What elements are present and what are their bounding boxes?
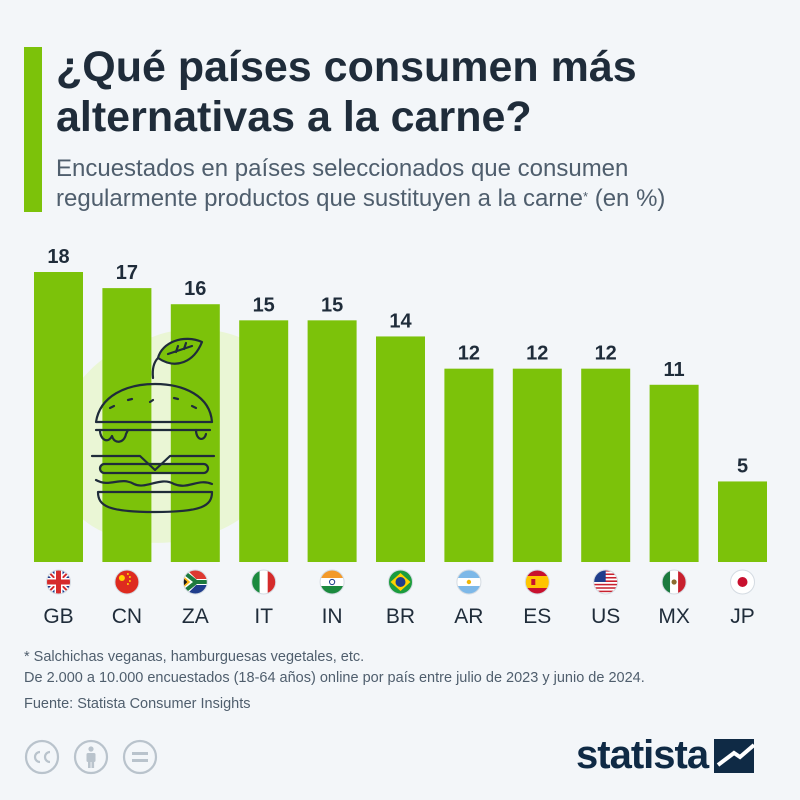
value-label-in: 15	[321, 294, 343, 316]
value-label-za: 16	[184, 278, 206, 300]
footnote: * Salchichas veganas, hamburguesas veget…	[24, 649, 365, 665]
person-icon	[73, 739, 109, 775]
equals-icon	[122, 739, 158, 775]
flag-icon-us	[593, 569, 619, 595]
flag-icon-in	[319, 569, 345, 595]
bar-mx	[649, 384, 699, 562]
flag-icon-es	[524, 569, 550, 595]
category-label-mx: MX	[658, 605, 690, 628]
bar-jp	[718, 481, 767, 562]
bar-gb	[34, 272, 83, 562]
bar-br	[376, 336, 425, 562]
bar-ar	[444, 368, 494, 562]
labels-layer: 18 GB 17 CN 16 ZA 15 IT 15 IN 14 BR 12 AR 12 ES 12 US 11 MX…	[43, 246, 754, 628]
bar-chart: 18 GB 17 CN 16 ZA 15 IT 15 IN 14 BR 12 AR 12 ES 12 US 11 MX…	[34, 246, 767, 628]
bar-us	[581, 368, 631, 562]
page-subtitle: Encuestados en países seleccionados que …	[56, 154, 786, 214]
title-line-1: ¿Qué países consumen más	[56, 43, 637, 91]
subtitle-line-2: regularmente productos que sustituyen a …	[56, 185, 583, 212]
category-label-in: IN	[322, 605, 343, 628]
title-line-2: alternativas a la carne?	[56, 93, 532, 141]
flag-icon-gb	[46, 569, 71, 595]
flag-icon-jp	[730, 569, 755, 595]
methodology-note: De 2.000 a 10.000 encuestados (18-64 año…	[24, 670, 645, 686]
category-label-us: US	[591, 605, 620, 628]
flag-icon-za	[182, 569, 208, 595]
value-label-cn: 17	[116, 262, 138, 284]
bar-es	[512, 368, 562, 562]
license-icons	[24, 739, 158, 775]
source-note: Fuente: Statista Consumer Insights	[24, 696, 251, 712]
category-label-ar: AR	[454, 605, 483, 628]
page-title: ¿Qué países consumen más alternativas a …	[56, 42, 776, 142]
bar-in	[307, 320, 357, 562]
value-label-jp: 5	[737, 455, 748, 477]
statista-logo-icon	[714, 739, 756, 773]
flag-icon-mx	[661, 569, 687, 595]
title-accent-bar	[24, 47, 42, 212]
bar-it	[239, 320, 289, 562]
cc-icon	[24, 739, 60, 775]
statista-logo-text: statista	[576, 733, 709, 777]
bars-layer	[34, 272, 767, 562]
subtitle-line-1: Encuestados en países seleccionados que …	[56, 155, 629, 182]
value-label-gb: 18	[47, 246, 69, 268]
value-label-es: 12	[526, 343, 548, 365]
category-label-br: BR	[386, 605, 415, 628]
flag-icon-ar	[456, 569, 482, 595]
flags-layer	[46, 569, 755, 595]
category-label-za: ZA	[182, 605, 209, 628]
flag-icon-br	[388, 569, 413, 595]
subtitle-unit: (en %)	[588, 185, 666, 212]
value-label-mx: 11	[664, 359, 685, 381]
category-label-it: IT	[254, 605, 273, 628]
category-label-es: ES	[523, 605, 551, 628]
flag-icon-it	[251, 569, 277, 595]
value-label-it: 15	[253, 294, 275, 316]
statista-logo: statista	[576, 732, 758, 778]
bar-cn	[102, 288, 152, 562]
value-label-us: 12	[595, 343, 617, 365]
value-label-br: 14	[389, 310, 412, 332]
burger-leaf-icon	[90, 337, 216, 514]
category-label-jp: JP	[730, 605, 755, 628]
subtitle-asterisk: *	[582, 189, 589, 204]
category-label-cn: CN	[112, 605, 142, 628]
value-label-ar: 12	[458, 343, 480, 365]
category-label-gb: GB	[43, 605, 73, 628]
flag-icon-cn	[114, 569, 140, 595]
